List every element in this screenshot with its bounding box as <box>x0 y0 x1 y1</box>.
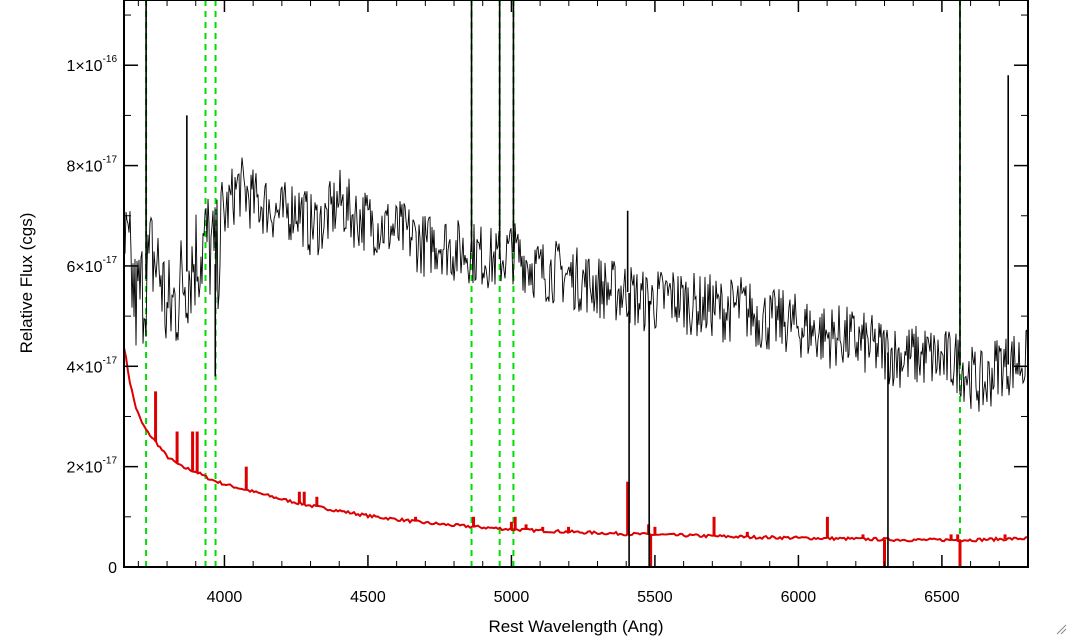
y-tick-label: 4×10-17 <box>67 355 118 376</box>
x-tick-label: 6000 <box>781 589 817 606</box>
y-tick-label: 8×10-17 <box>67 155 118 176</box>
y-tick-label: 2×10-17 <box>67 456 118 477</box>
x-tick-label: 6500 <box>924 589 960 606</box>
x-axis: 4000 4500 5000 5500 6000 6500 <box>137 0 1029 606</box>
y-tick-label: 0 <box>108 560 117 577</box>
x-axis-title: Rest Wavelength (Ang) <box>488 617 663 636</box>
error-spectrum-series <box>124 347 1028 567</box>
flux-spectrum-line <box>124 157 1028 412</box>
x-tick-label: 4500 <box>350 589 386 606</box>
flux-spectrum-series <box>124 0 1028 567</box>
plot-area <box>124 0 1028 567</box>
y-tick-label: 1×10-16 <box>67 54 118 75</box>
y-axis: 0 2×10-17 4×10-17 6×10-17 8×10-17 1×10-16 <box>67 14 1028 577</box>
plot-border <box>123 0 1029 568</box>
error-spectrum-line <box>124 347 1028 543</box>
axes-frame <box>123 0 1029 568</box>
x-tick-label: 5000 <box>494 589 530 606</box>
x-tick-label: 4000 <box>207 589 243 606</box>
y-tick-label: 6×10-17 <box>67 255 118 276</box>
x-tick-label: 5500 <box>637 589 673 606</box>
y-axis-title: Relative Flux (cgs) <box>17 213 36 354</box>
resize-grip-icon[interactable] <box>1055 623 1067 635</box>
